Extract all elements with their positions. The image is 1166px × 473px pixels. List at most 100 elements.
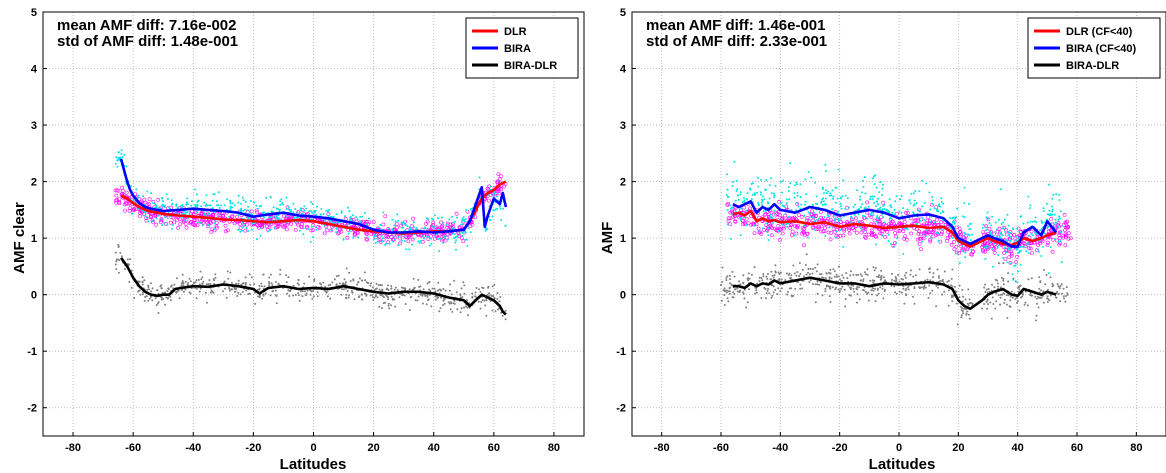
scatter-point (326, 295, 329, 298)
scatter-point (465, 208, 468, 211)
scatter-point (1040, 255, 1043, 257)
scatter-point (286, 215, 289, 218)
scatter-point (963, 232, 966, 235)
scatter-point (931, 228, 936, 233)
scatter-point (993, 286, 996, 289)
scatter-point (499, 296, 502, 298)
scatter-point (756, 282, 759, 285)
scatter-point (374, 242, 377, 244)
scatter-point (756, 176, 759, 179)
scatter-point (296, 222, 300, 227)
scatter-point (320, 283, 323, 286)
scatter-point (426, 295, 429, 298)
scatter-point (819, 224, 824, 229)
scatter-point (768, 292, 771, 295)
scatter-point (940, 201, 943, 203)
scatter-point (745, 198, 748, 200)
scatter-point (241, 282, 244, 285)
scatter-point (877, 218, 882, 223)
scatter-point (344, 215, 346, 218)
scatter-point (202, 280, 205, 283)
scatter-point (208, 204, 211, 207)
scatter-point (302, 227, 305, 230)
scatter-point (119, 156, 121, 159)
scatter-point (231, 206, 234, 209)
scatter-point (1051, 210, 1054, 213)
scatter-point (960, 314, 963, 317)
scatter-point (347, 296, 350, 299)
scatter-point (794, 184, 797, 187)
scatter-point (771, 274, 774, 277)
scatter-point (770, 192, 773, 195)
scatter-point (732, 296, 735, 299)
scatter-point (309, 289, 312, 292)
scatter-point (900, 211, 903, 214)
scatter-point (954, 217, 957, 220)
scatter-point (733, 275, 736, 278)
scatter-point (458, 232, 461, 235)
scatter-point (1066, 236, 1071, 241)
scatter-point (195, 193, 198, 196)
scatter-point (1026, 245, 1029, 248)
scatter-point (989, 301, 992, 304)
y-tick-label: 5 (31, 7, 37, 19)
scatter-point (345, 235, 350, 240)
scatter-point (929, 208, 932, 211)
scatter-point (254, 208, 259, 213)
scatter-point (808, 273, 811, 276)
scatter-point (203, 201, 206, 204)
scatter-point (324, 224, 326, 227)
scatter-point (984, 283, 987, 286)
scatter-point (186, 211, 189, 214)
scatter-point (832, 214, 835, 217)
scatter-point (983, 246, 986, 249)
scatter-point (982, 242, 987, 247)
scatter-point (999, 286, 1002, 289)
scatter-point (859, 230, 864, 235)
scatter-point (463, 220, 466, 223)
scatter-point (794, 224, 799, 229)
legend-entry: BIRA-DLR (1066, 60, 1119, 72)
scatter-point (352, 220, 355, 222)
scatter-point (744, 216, 749, 221)
scatter-point (143, 279, 146, 282)
scatter-point (268, 276, 271, 279)
scatter-point (895, 292, 898, 295)
scatter-point (752, 231, 757, 236)
scatter-point (888, 211, 891, 214)
scatter-point (932, 276, 934, 279)
scatter-point (489, 218, 492, 221)
scatter-point (211, 207, 214, 210)
scatter-point (382, 302, 385, 305)
scatter-point (271, 284, 274, 287)
scatter-point (493, 297, 496, 300)
scatter-point (434, 298, 437, 301)
scatter-point (1066, 292, 1069, 295)
scatter-point (820, 273, 823, 276)
scatter-point (892, 245, 895, 248)
scatter-point (849, 286, 852, 289)
scatter-point (933, 207, 936, 210)
scatter-point (259, 227, 262, 230)
scatter-point (739, 217, 742, 220)
scatter-point (1019, 263, 1022, 266)
scatter-point (285, 196, 288, 199)
scatter-point (786, 293, 789, 296)
scatter-point (186, 197, 189, 200)
scatter-point (986, 211, 989, 214)
scatter-point (423, 237, 425, 240)
scatter-point (437, 281, 440, 284)
scatter-point (726, 216, 731, 221)
right-chart: AMF Latitudes -80 -60 -40 -20 0 20 40 60 80-2-10… (599, 7, 1166, 473)
scatter-point (935, 217, 939, 222)
scatter-point (479, 290, 482, 293)
x-tick-label: -40 (772, 442, 788, 454)
scatter-point (830, 277, 833, 280)
scatter-point (893, 231, 897, 235)
scatter-point (866, 292, 869, 295)
scatter-point (234, 290, 237, 293)
scatter-point (301, 295, 304, 298)
scatter-point (344, 283, 347, 286)
scatter-point (857, 213, 860, 216)
scatter-point (802, 243, 807, 248)
